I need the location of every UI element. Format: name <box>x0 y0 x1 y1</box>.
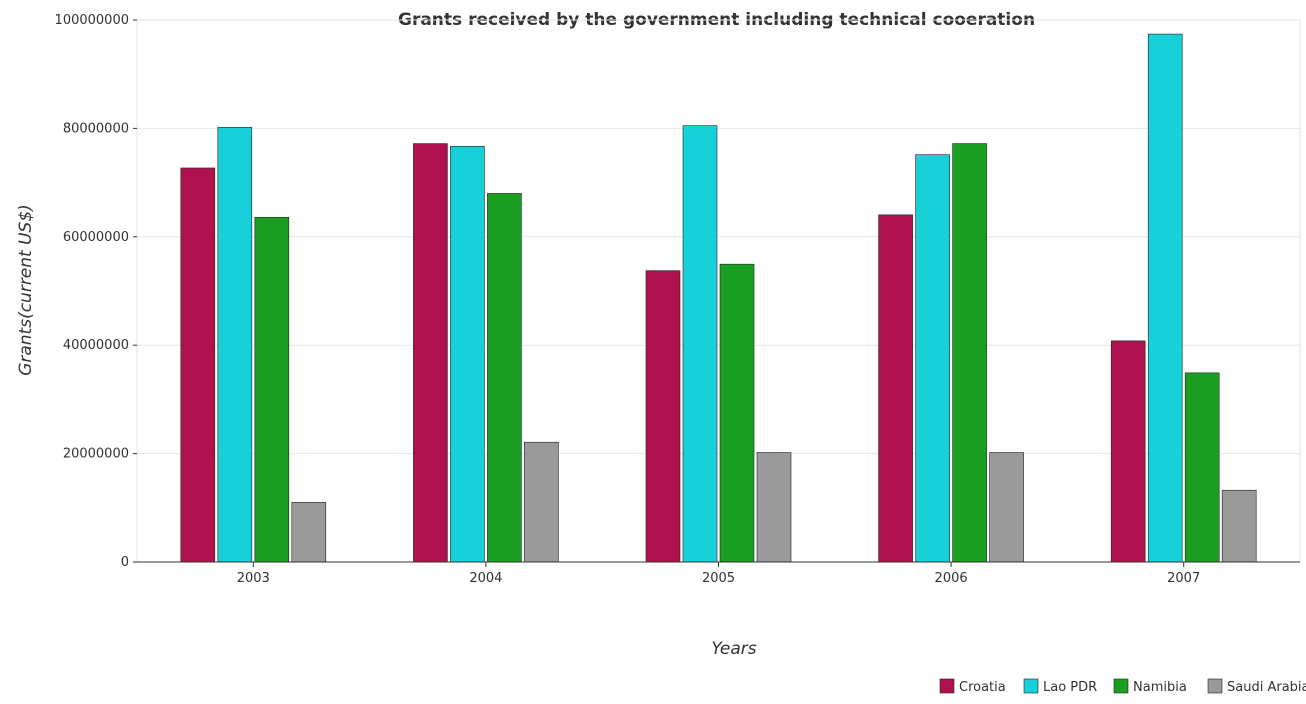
x-tick-label: 2006 <box>935 571 968 586</box>
bar-saudi-arabia <box>1221 489 1257 563</box>
bar-lao-pdr <box>682 125 718 563</box>
bar-lao-pdr <box>1147 33 1183 563</box>
bar-saudi-arabia <box>756 452 792 563</box>
legend: Croatia Lao PDR Namibia Saudi Arabia <box>939 678 1306 695</box>
legend-swatch <box>1023 678 1039 694</box>
y-tick-label: 100000000 <box>55 13 129 28</box>
bar-namibia <box>1184 372 1220 563</box>
legend-label: Lao PDR <box>1043 680 1097 695</box>
y-tick-label: 0 <box>121 555 129 570</box>
legend-label: Saudi Arabia <box>1227 680 1306 695</box>
y-axis-title: Grants(current US$) <box>16 204 36 376</box>
legend-swatch <box>1113 678 1129 694</box>
bar-croatia <box>180 167 216 563</box>
y-tick-label: 60000000 <box>63 230 129 245</box>
bars <box>180 33 1257 563</box>
bar-lao-pdr <box>450 145 485 563</box>
bar-croatia <box>645 270 681 563</box>
bar-lao-pdr <box>915 154 950 563</box>
bar-croatia <box>878 214 913 563</box>
y-tick-label: 80000000 <box>63 121 129 136</box>
axes: 0 20000000 40000000 60000000 80000000 1000000… <box>55 13 1300 586</box>
x-tick-label: 2004 <box>469 571 502 586</box>
legend-label: Croatia <box>959 680 1006 695</box>
bar-namibia <box>254 216 290 563</box>
bar-saudi-arabia <box>989 452 1024 563</box>
x-tick-label: 2005 <box>702 571 735 586</box>
y-tick-label: 40000000 <box>63 338 129 353</box>
x-tick-label: 2007 <box>1167 571 1200 586</box>
x-tick-label: 2003 <box>237 571 270 586</box>
bar-namibia <box>487 193 522 563</box>
bar-namibia <box>719 263 755 563</box>
legend-swatch <box>939 678 955 694</box>
x-axis-title: Years <box>711 639 756 659</box>
bar-lao-pdr <box>217 127 253 563</box>
bar-croatia <box>1110 340 1146 563</box>
bar-saudi-arabia <box>291 502 327 563</box>
y-tick-label: 20000000 <box>63 447 129 462</box>
bar-saudi-arabia <box>524 441 559 563</box>
bar-namibia <box>952 143 987 563</box>
legend-label: Namibia <box>1133 680 1187 695</box>
legend-swatch <box>1207 678 1223 694</box>
bar-croatia <box>413 143 448 563</box>
